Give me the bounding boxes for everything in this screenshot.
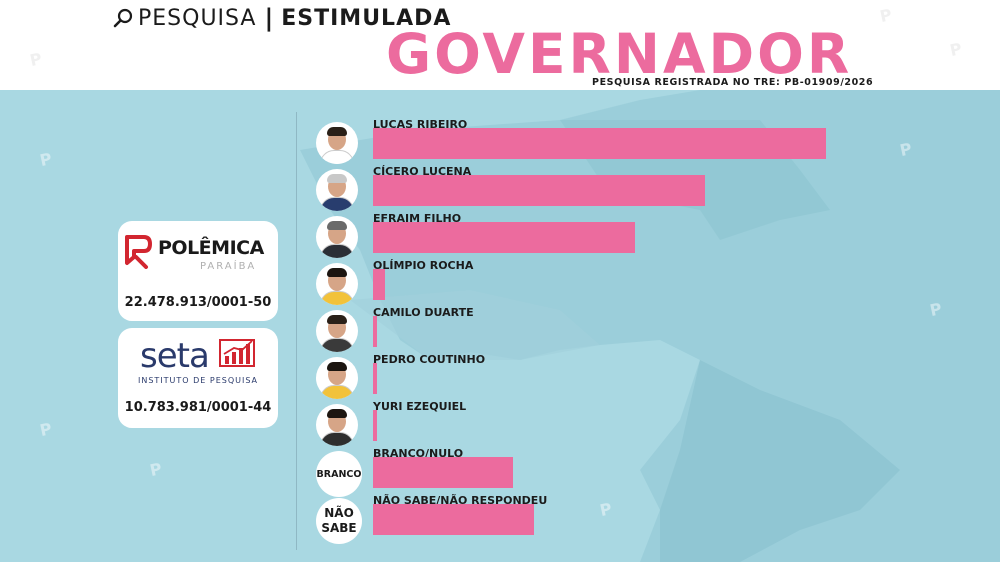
paraiba-map-background: [300, 90, 1000, 562]
sponsor-cnpj: 10.783.981/0001-44: [124, 400, 272, 415]
bar-category-label: PEDRO COUTINHO: [373, 353, 486, 366]
bar-category-label: OLÍMPIO ROCHA: [373, 259, 474, 272]
bar: [373, 410, 377, 441]
candidate-avatar: [316, 122, 358, 164]
sponsor-card-polemica: POLÊMICA PARAÍBA 22.478.913/0001-50: [118, 221, 278, 321]
header-pesquisa: PESQUISA: [138, 5, 257, 31]
candidate-avatar: [316, 404, 358, 446]
sponsor-subtitle: PARAÍBA: [200, 261, 257, 272]
seta-chart-icon: [219, 339, 255, 367]
header: PESQUISA | ESTIMULADA GOVERNADOR PESQUIS…: [0, 0, 1000, 90]
bar-category-label: EFRAIM FILHO: [373, 212, 462, 225]
bar-category-label: NÃO SABE/NÃO RESPONDEU: [373, 494, 548, 507]
candidate-avatar: [316, 263, 358, 305]
sponsor-name: seta: [140, 336, 210, 376]
bar: [373, 269, 385, 300]
avatar-label: NÃO SABE: [316, 498, 362, 544]
search-icon: [113, 8, 133, 28]
bar-category-label: CÍCERO LUCENA: [373, 165, 472, 178]
header-subtitle: PESQUISA | ESTIMULADA: [112, 4, 451, 32]
candidate-avatar: [316, 357, 358, 399]
bar-category-label: LUCAS RIBEIRO: [373, 118, 468, 131]
registration-note: PESQUISA REGISTRADA NO TRE: PB-01909/202…: [592, 77, 874, 88]
bar: [373, 128, 826, 159]
sponsor-cnpj: 22.478.913/0001-50: [124, 295, 272, 310]
avatar-label: BRANCO: [316, 451, 362, 497]
candidate-avatar: [316, 310, 358, 352]
polemica-logo-icon: [125, 235, 152, 269]
bar: [373, 222, 636, 253]
bar: [373, 316, 377, 347]
bar: [373, 175, 706, 206]
bar: [373, 363, 377, 394]
bar: [373, 457, 513, 488]
sponsor-name: POLÊMICA: [158, 237, 264, 259]
sponsor-card-seta: seta INSTITUTO DE PESQUISA 10.783.981/00…: [118, 328, 278, 428]
watermark-logo-icon: P: [28, 48, 44, 71]
chart-axis-line: [296, 112, 297, 550]
header-estimulada: ESTIMULADA: [281, 5, 452, 31]
bar: [373, 504, 534, 535]
candidate-avatar: [316, 216, 358, 258]
bar-category-label: BRANCO/NULO: [373, 447, 464, 460]
bar-category-label: CAMILO DUARTE: [373, 306, 474, 319]
watermark-logo-icon: P: [878, 4, 894, 27]
watermark-logo-icon: P: [948, 38, 964, 61]
page-title: GOVERNADOR: [386, 22, 853, 86]
bar-category-label: YURI EZEQUIEL: [373, 400, 467, 413]
sponsor-subtitle: INSTITUTO DE PESQUISA: [137, 376, 259, 385]
header-separator: |: [264, 4, 274, 32]
candidate-avatar: [316, 169, 358, 211]
